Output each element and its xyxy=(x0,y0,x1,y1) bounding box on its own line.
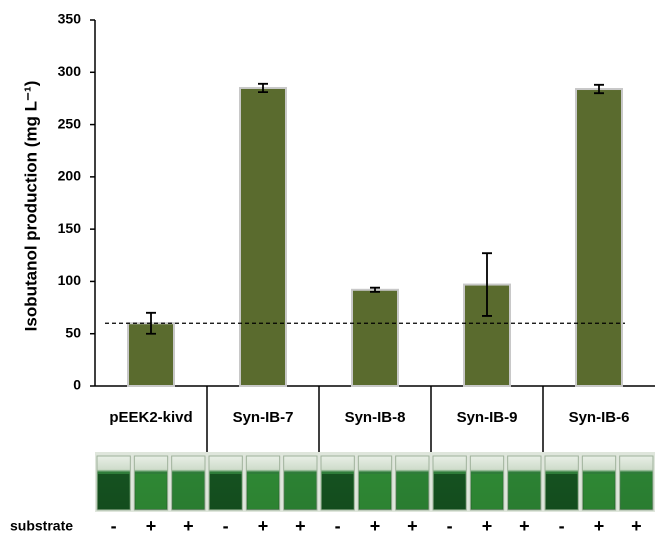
vial-liquid xyxy=(322,474,353,509)
x-tick-label: Syn-IB-7 xyxy=(233,409,294,426)
y-tick-label: 100 xyxy=(58,272,82,288)
y-tick-label: 200 xyxy=(58,168,82,184)
y-tick-label: 0 xyxy=(73,377,81,393)
row-value: + xyxy=(407,516,418,536)
x-tick-label: Syn-IB-8 xyxy=(345,409,406,426)
x-tick-label: pEEK2-kivd xyxy=(109,409,192,426)
y-axis-label: Isobutanol production (mg L⁻¹) xyxy=(21,81,40,332)
vial-liquid xyxy=(135,474,166,509)
row-value: + xyxy=(258,516,269,536)
row-value: - xyxy=(111,516,117,536)
row-value: + xyxy=(631,516,642,536)
row-value: + xyxy=(482,516,493,536)
x-tick-label: Syn-IB-9 xyxy=(457,409,518,426)
row-value: + xyxy=(146,516,157,536)
chart: Isobutanol production (mg L⁻¹) substrate… xyxy=(0,0,662,538)
y-tick-label: 50 xyxy=(65,324,81,340)
y-tick-label: 350 xyxy=(58,11,82,27)
vial-liquid xyxy=(621,474,652,509)
row-value: + xyxy=(519,516,530,536)
row-value: - xyxy=(447,516,453,536)
vial-liquid xyxy=(397,474,428,509)
vial-liquid xyxy=(471,474,502,509)
bar xyxy=(240,88,286,386)
y-tick-label: 300 xyxy=(58,63,82,79)
row-value: + xyxy=(594,516,605,536)
vial-liquid xyxy=(434,474,465,509)
row-value: - xyxy=(335,516,341,536)
vial-liquid xyxy=(247,474,278,509)
y-tick-label: 150 xyxy=(58,220,82,236)
row-value: - xyxy=(559,516,565,536)
bar xyxy=(576,89,622,386)
x-tick-label: Syn-IB-6 xyxy=(569,409,630,426)
vial-liquid xyxy=(546,474,577,509)
row-value: + xyxy=(183,516,194,536)
vial-liquid xyxy=(210,474,241,509)
vial-liquid xyxy=(583,474,614,509)
row-value: + xyxy=(370,516,381,536)
vial-liquid xyxy=(285,474,316,509)
vial-liquid xyxy=(359,474,390,509)
y-tick-label: 250 xyxy=(58,115,82,131)
vial-liquid xyxy=(173,474,204,509)
vial-liquid xyxy=(98,474,129,509)
vial-liquid xyxy=(509,474,540,509)
row-value: + xyxy=(295,516,306,536)
row-label: substrate xyxy=(10,518,73,534)
bar xyxy=(352,290,398,386)
row-value: - xyxy=(223,516,229,536)
